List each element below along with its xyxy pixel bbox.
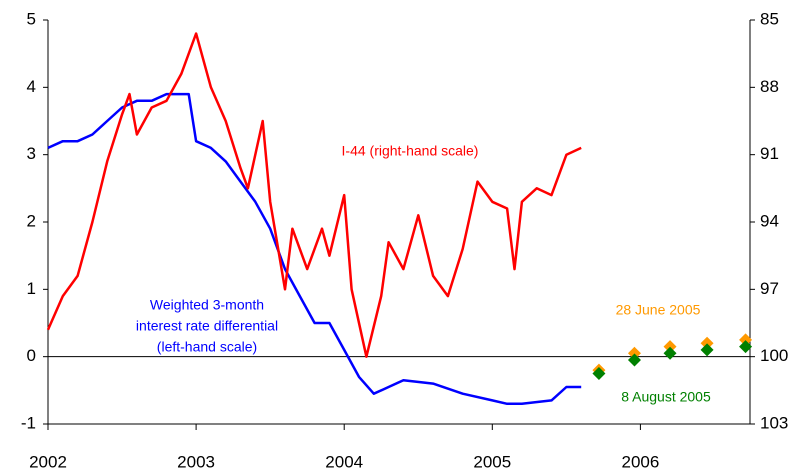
diamond-marker (592, 367, 606, 380)
y-tick-label: 5 (27, 9, 36, 28)
series-label: 8 August 2005 (621, 389, 711, 405)
diamond-marker (627, 346, 641, 360)
series-line (46, 32, 582, 358)
diamond-marker (663, 340, 677, 354)
y-tick-label: 3 (27, 144, 36, 163)
x-tick-label: 2004 (325, 452, 363, 471)
y-tick-label: 1 (27, 279, 36, 298)
diamond-marker (663, 346, 677, 360)
y-tick-label: 2 (27, 211, 36, 230)
y-tick-label: -1 (21, 413, 36, 432)
y2-tick-label: 103 (760, 413, 788, 432)
x-tick-label: 2006 (621, 452, 659, 471)
y-tick-label: 0 (27, 346, 36, 365)
diamond-marker (739, 333, 753, 347)
x-tick-label: 2002 (29, 452, 67, 471)
y2-tick-label: 85 (760, 9, 779, 28)
diamond-marker (627, 353, 641, 367)
y2-tick-label: 94 (760, 211, 779, 230)
series-label: (left-hand scale) (157, 339, 257, 355)
y2-tick-label: 91 (760, 144, 779, 163)
y2-tick-label: 100 (760, 346, 788, 365)
y-tick-label: 4 (27, 77, 36, 96)
series-label: Weighted 3-month (150, 297, 264, 313)
series-label: I-44 (right-hand scale) (342, 143, 479, 159)
x-tick-label: 2003 (177, 452, 215, 471)
y2-tick-label: 88 (760, 77, 779, 96)
y2-tick-label: 97 (760, 279, 779, 298)
diamond-marker (700, 336, 714, 350)
diamond-marker (739, 340, 753, 354)
series-label: interest rate differential (136, 318, 278, 334)
series-label: 28 June 2005 (616, 302, 701, 318)
diamond-marker (700, 343, 714, 357)
x-tick-label: 2005 (473, 452, 511, 471)
